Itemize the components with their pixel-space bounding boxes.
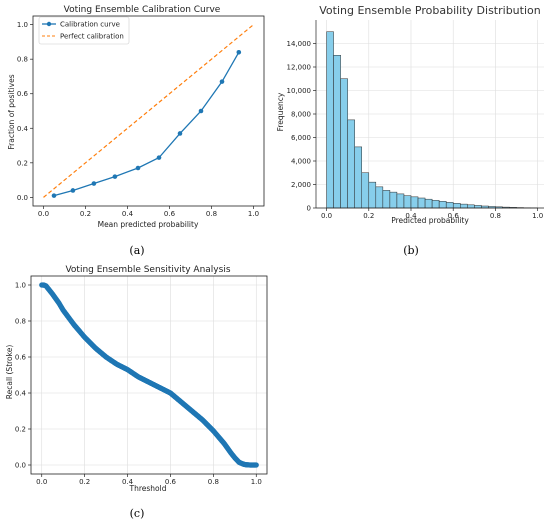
x-tick-label: 0.4: [405, 212, 417, 220]
perfect-calibration-line: [43, 24, 254, 198]
legend: Calibration curve Perfect calibration: [38, 16, 130, 45]
y-tick-label: 0.0: [15, 462, 26, 470]
calibration-point: [51, 193, 57, 198]
y-tick-label: 8,000: [291, 111, 311, 119]
y-tick-label: 0.8: [17, 56, 28, 64]
x-tick-label: 1.0: [251, 478, 262, 486]
x-tick-label: 0.6: [164, 210, 176, 218]
x-tick-label: 0.2: [79, 478, 90, 486]
y-axis-label: Fraction of positives: [7, 74, 16, 149]
x-tick-label: 0.6: [448, 212, 460, 220]
histogram-bar: [396, 193, 405, 209]
histogram-bar: [368, 181, 377, 209]
chart-title: Voting Ensemble Sensitivity Analysis: [65, 265, 230, 275]
histogram-bar: [452, 203, 461, 209]
histogram-bar: [333, 55, 341, 209]
x-tick-label: 0.4: [122, 210, 134, 218]
y-tick-label: 2,000: [291, 181, 311, 189]
y-tick-label: 1.0: [17, 21, 28, 29]
panel-label-c: (c): [130, 507, 145, 520]
x-tick-label: 0.0: [321, 212, 332, 220]
x-tick-label: 0.2: [80, 210, 91, 218]
x-axis-label: Predicted probability: [391, 216, 469, 225]
y-axis-label: Recall (Stroke): [5, 345, 14, 400]
x-tick-label: 0.8: [206, 210, 217, 218]
panel-label-a: (a): [129, 244, 144, 257]
y-tick-label: 0.6: [15, 354, 27, 362]
calibration-point: [198, 108, 204, 114]
sensitivity-point: [253, 462, 259, 468]
y-tick-label: 6,000: [291, 134, 311, 142]
y-tick-label: 10,000: [287, 87, 312, 95]
x-tick-label: 0.8: [490, 212, 501, 220]
y-axis-label: Frequency: [276, 92, 285, 131]
y-tick-label: 0.2: [17, 159, 28, 167]
legend-box: [38, 16, 130, 45]
y-tick-label: 0.4: [17, 125, 29, 133]
x-tick-label: 0.6: [165, 478, 177, 486]
y-tick-label: 12,000: [287, 64, 312, 72]
chart-title: Voting Ensemble Calibration Curve: [64, 5, 221, 15]
plot-area: 0.0 0.2 0.4 0.6 0.8 1.0 0.0 0.2 0.4 0.6 0.8 1.0: [15, 275, 268, 486]
y-tick-label: 0.4: [15, 390, 27, 398]
y-tick-label: 14,000: [287, 40, 312, 48]
histogram-bar: [467, 204, 475, 209]
chart-title: Voting Ensemble Probability Distribution: [319, 4, 541, 17]
histogram-bar: [354, 146, 362, 209]
histogram-bar: [445, 202, 454, 209]
calibration-point: [135, 165, 141, 171]
histogram-bar: [375, 186, 384, 209]
sensitivity-chart: 0.0 0.2 0.4 0.6 0.8 1.0 0.0 0.2 0.4 0.6 0.8 1.0 Vot…: [5, 265, 268, 493]
histogram-bar: [410, 196, 419, 209]
histogram-bar: [382, 190, 391, 209]
panel-label-b: (b): [403, 244, 419, 257]
calibration-point: [91, 181, 97, 186]
calibration-point: [219, 79, 225, 84]
y-tick-label: 0.8: [15, 318, 26, 326]
calibration-chart: 0.0 0.2 0.4 0.6 0.8 1.0 0.0 0.2 0.4 0.6 0.8 1.0 Vot…: [7, 5, 265, 229]
x-tick-label: 1.0: [532, 212, 543, 220]
histogram-bar: [417, 197, 426, 209]
calibration-point: [112, 174, 118, 179]
plot-area: 0.0 0.2 0.4 0.6 0.8 1.0 0 2,000 4,000 6,000 8,000 1…: [287, 20, 544, 220]
plot-frame: [32, 15, 265, 207]
histogram-bar: [438, 201, 447, 209]
x-tick-label: 0.0: [36, 478, 47, 486]
x-tick-label: 0.4: [122, 478, 134, 486]
legend-label-perfect: Perfect calibration: [60, 33, 124, 41]
y-tick-label: 4,000: [291, 158, 311, 166]
y-tick-label: 0.2: [15, 426, 26, 434]
legend-marker-calibration: [46, 21, 52, 27]
legend-label-calibration: Calibration curve: [60, 21, 120, 29]
histogram-bar: [403, 195, 412, 209]
histogram-bar: [361, 172, 370, 209]
histogram-bar: [424, 198, 433, 209]
y-tick-label: 0: [307, 205, 311, 213]
calibration-point: [236, 49, 242, 55]
calibration-point: [70, 188, 76, 193]
plot-area: 0.0 0.2 0.4 0.6 0.8 1.0 0.0 0.2 0.4 0.6 0.8 1.0: [17, 15, 265, 218]
histogram-bar: [460, 203, 468, 209]
histogram-bar: [326, 31, 334, 209]
calibration-point: [156, 155, 162, 160]
x-tick-label: 0.0: [38, 210, 49, 218]
y-tick-label: 0.0: [17, 194, 28, 202]
y-tick-label: 1.0: [15, 282, 26, 290]
x-tick-label: 1.0: [248, 210, 259, 218]
histogram-bar: [347, 119, 355, 209]
histogram-bar: [474, 205, 482, 209]
histogram-bar: [431, 200, 440, 209]
calibration-point: [177, 131, 183, 136]
plot-frame: [30, 275, 268, 475]
x-axis-label: Threshold: [129, 484, 167, 493]
x-axis-label: Mean predicted probability: [98, 220, 199, 229]
histogram-bar: [389, 191, 398, 209]
calibration-curve-line: [53, 51, 240, 197]
histogram-bar: [340, 78, 348, 209]
distribution-chart: 0.0 0.2 0.4 0.6 0.8 1.0 0 2,000 4,000 6,000 8,000 1…: [276, 4, 544, 225]
x-tick-label: 0.2: [363, 212, 374, 220]
x-tick-label: 0.8: [208, 478, 219, 486]
y-tick-label: 0.6: [17, 90, 29, 98]
